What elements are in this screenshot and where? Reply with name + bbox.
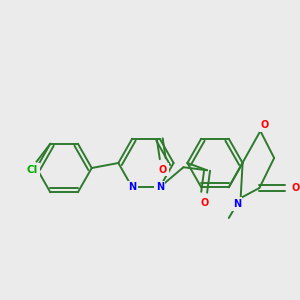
Text: N: N [156, 182, 164, 192]
Text: N: N [232, 199, 241, 209]
Text: O: O [260, 120, 269, 130]
Text: O: O [292, 183, 300, 193]
Text: Cl: Cl [27, 165, 38, 175]
Text: O: O [200, 198, 208, 208]
Text: O: O [159, 165, 167, 175]
Text: N: N [128, 182, 136, 192]
